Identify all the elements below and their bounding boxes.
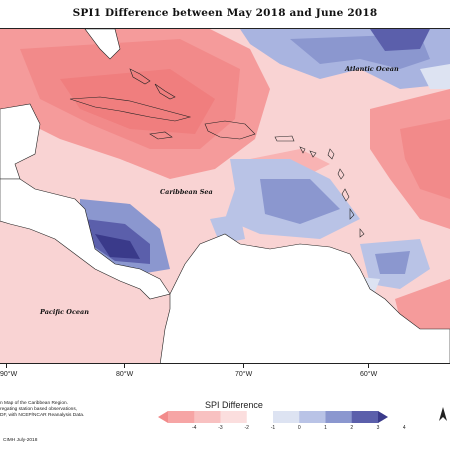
- caribbean-islands: [69, 68, 365, 238]
- spi-map: Atlantic Ocean Caribbean Sea Pacific Oce…: [0, 29, 450, 363]
- legend-swatch: [158, 411, 168, 423]
- legend-swatch: [168, 411, 195, 423]
- land-masses: [0, 29, 450, 363]
- south-america-land: [159, 233, 450, 363]
- caribbean-sea-label: Caribbean Sea: [160, 188, 213, 196]
- legend-swatch: [351, 411, 379, 423]
- legend-tick-label: 3: [376, 425, 380, 431]
- map-title: SPI1 Difference between May 2018 and Jun…: [72, 7, 378, 19]
- legend-tick-label: -3: [218, 425, 223, 431]
- puerto-rico-outline: [274, 135, 295, 142]
- legend-colorbar: [158, 411, 388, 423]
- legend-tick-label: -4: [192, 425, 197, 431]
- legend-tick-label: 0: [297, 425, 301, 431]
- legend-tick-label: 1: [324, 425, 327, 431]
- hispaniola-outline: [204, 120, 256, 140]
- atlantic-ocean-label: Atlantic Ocean: [344, 65, 399, 73]
- caption-line: n Map of the Caribbean Region.: [0, 401, 68, 406]
- map-caption: n Map of the Caribbean Region. regating …: [0, 401, 84, 420]
- legend-swatch: [273, 411, 300, 423]
- caption-line: regating station based observations,: [0, 407, 78, 413]
- legend-tick-label: -2: [244, 425, 249, 431]
- florida-land: [84, 29, 121, 60]
- lon-tick: [124, 364, 125, 368]
- lon-tick: [368, 364, 369, 368]
- legend-tick-label: 4: [402, 425, 406, 431]
- pacific-ocean-label: Pacific Ocean: [39, 308, 89, 316]
- jamaica-outline: [149, 131, 173, 140]
- legend-swatch: [246, 411, 274, 423]
- lon-tick: [243, 364, 244, 368]
- legend-swatch: [378, 411, 388, 423]
- cuba-outline: [69, 96, 192, 122]
- map-frame: Atlantic Ocean Caribbean Sea Pacific Oce…: [0, 28, 450, 364]
- lon-tick: [6, 364, 7, 368]
- legend-swatch: [325, 411, 353, 423]
- lon-label-70w: 70°W: [235, 371, 253, 378]
- north-arrow-icon: [439, 407, 447, 421]
- legend-swatch: [299, 411, 326, 423]
- legend-tick-label: -1: [270, 425, 276, 431]
- lon-label-90w: 90°W: [0, 371, 18, 378]
- lon-label-60w: 60°W: [360, 371, 378, 378]
- lon-label-80w: 80°W: [116, 371, 134, 378]
- legend-swatch: [220, 411, 248, 423]
- legend-swatch: [194, 411, 221, 423]
- legend-title: SPI Difference: [205, 400, 263, 410]
- caption-line: DF, with NCEP/NCAR Reanalysis Data.: [0, 413, 85, 419]
- legend-tick-label: 2: [350, 425, 354, 431]
- credit-text: CIMH July-2018: [3, 438, 38, 443]
